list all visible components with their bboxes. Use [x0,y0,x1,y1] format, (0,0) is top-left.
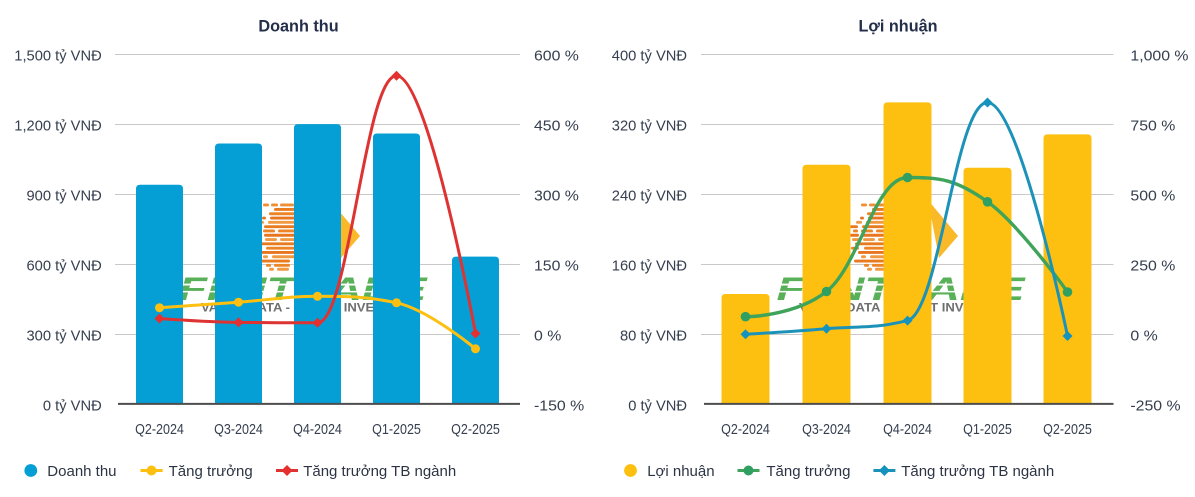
svg-text:600 tỷ VNĐ: 600 tỷ VNĐ [27,258,102,275]
svg-text:-250 %: -250 % [1130,398,1180,415]
svg-text:1,000 %: 1,000 % [1130,48,1188,65]
svg-text:Q3-2024: Q3-2024 [214,421,263,438]
svg-text:Doanh thu: Doanh thu [258,17,338,36]
svg-text:Doanh thu: Doanh thu [47,463,116,480]
svg-text:0 tỷ VNĐ: 0 tỷ VNĐ [43,398,102,415]
svg-text:Q2-2024: Q2-2024 [721,421,770,438]
svg-text:0 %: 0 % [1130,328,1157,345]
svg-text:400 tỷ VNĐ: 400 tỷ VNĐ [612,48,687,65]
svg-text:Q1-2025: Q1-2025 [963,421,1012,438]
svg-text:250 %: 250 % [1130,258,1175,275]
svg-text:150 %: 150 % [534,258,579,275]
svg-text:240 tỷ VNĐ: 240 tỷ VNĐ [612,188,687,205]
svg-text:Lợi nhuận: Lợi nhuận [859,17,938,36]
svg-text:Q2-2025: Q2-2025 [1043,421,1092,438]
svg-text:320 tỷ VNĐ: 320 tỷ VNĐ [612,118,687,135]
svg-text:Q4-2024: Q4-2024 [883,421,932,438]
svg-text:1,200 tỷ VNĐ: 1,200 tỷ VNĐ [14,118,102,135]
svg-text:300 %: 300 % [534,188,579,205]
svg-text:300 tỷ VNĐ: 300 tỷ VNĐ [27,328,102,345]
svg-text:Q2-2024: Q2-2024 [135,421,184,438]
svg-text:Q2-2025: Q2-2025 [451,421,500,438]
svg-text:Tăng trưởng: Tăng trưởng [169,463,253,480]
svg-text:Tăng trưởng TB ngành: Tăng trưởng TB ngành [303,463,456,480]
svg-text:450 %: 450 % [534,118,579,135]
svg-text:0 tỷ VNĐ: 0 tỷ VNĐ [628,398,687,415]
svg-text:900 tỷ VNĐ: 900 tỷ VNĐ [27,188,102,205]
svg-text:Tăng trưởng: Tăng trưởng [766,463,850,480]
svg-text:Tăng trưởng TB ngành: Tăng trưởng TB ngành [901,463,1054,480]
svg-text:600 %: 600 % [534,48,579,65]
svg-text:750 %: 750 % [1130,118,1175,135]
svg-text:1,500 tỷ VNĐ: 1,500 tỷ VNĐ [14,48,102,65]
svg-text:Q3-2024: Q3-2024 [802,421,851,438]
svg-text:0 %: 0 % [534,328,561,345]
svg-text:Q4-2024: Q4-2024 [293,421,342,438]
svg-text:Lợi nhuận: Lợi nhuận [647,463,714,480]
svg-text:-150 %: -150 % [534,398,584,415]
svg-text:80 tỷ VNĐ: 80 tỷ VNĐ [620,328,687,345]
svg-text:Q1-2025: Q1-2025 [372,421,421,438]
svg-text:500 %: 500 % [1130,188,1175,205]
svg-text:160 tỷ VNĐ: 160 tỷ VNĐ [612,258,687,275]
